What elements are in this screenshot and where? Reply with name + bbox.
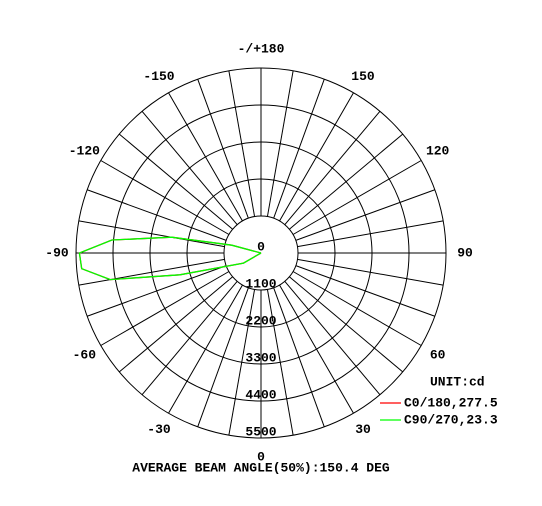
spoke	[284, 110, 381, 225]
angle-tick-label: -/+180	[238, 41, 285, 56]
r-tick-label: 1100	[245, 276, 276, 291]
spoke	[273, 287, 325, 428]
unit-label: UNIT:cd	[430, 374, 485, 389]
spoke	[292, 160, 422, 235]
spoke	[279, 92, 354, 222]
annotation: AVERAGE BEAM ANGLE(50%):150.4 DEG	[132, 460, 390, 475]
spoke	[86, 189, 227, 241]
spoke	[266, 70, 294, 217]
spoke	[197, 287, 249, 428]
angle-tick-label: -120	[69, 143, 100, 158]
spoke	[86, 265, 227, 317]
spoke	[266, 289, 294, 436]
spoke	[289, 133, 404, 230]
angle-tick-label: -60	[73, 347, 97, 362]
spoke	[228, 289, 256, 436]
spoke	[292, 271, 422, 346]
spoke	[100, 271, 230, 346]
spoke	[78, 220, 225, 248]
spoke	[100, 160, 230, 235]
angle-tick-label: 0	[257, 449, 265, 464]
spoke	[284, 281, 381, 396]
spoke	[197, 78, 249, 219]
spoke	[168, 92, 243, 222]
r-tick-label: 2200	[245, 313, 276, 328]
series-line	[78, 236, 262, 281]
spoke	[228, 70, 256, 217]
angle-tick-label: -150	[143, 69, 174, 84]
r-tick-label: 3300	[245, 350, 276, 365]
angle-tick-label: -90	[45, 245, 69, 260]
r-tick-label: 0	[257, 239, 265, 254]
spoke	[295, 265, 436, 317]
spoke	[141, 281, 238, 396]
spoke	[297, 220, 444, 248]
angle-tick-label: 120	[426, 143, 450, 158]
spoke	[141, 110, 238, 225]
angle-tick-label: 150	[351, 69, 375, 84]
spoke	[289, 276, 404, 373]
spoke	[273, 78, 325, 219]
angle-tick-label: 90	[457, 245, 473, 260]
spoke	[297, 258, 444, 286]
spoke	[118, 276, 233, 373]
spoke	[118, 133, 233, 230]
angle-tick-label: 30	[355, 422, 371, 437]
series-line	[78, 236, 262, 281]
spoke	[279, 284, 354, 414]
spoke	[168, 284, 243, 414]
angle-tick-label: -30	[147, 422, 171, 437]
legend-label: C90/270,23.3	[404, 412, 498, 427]
r-tick-label: 5500	[245, 424, 276, 439]
spoke	[295, 189, 436, 241]
angle-tick-label: 60	[430, 347, 446, 362]
r-tick-label: 4400	[245, 387, 276, 402]
legend-label: C0/180,277.5	[404, 395, 498, 410]
spoke	[78, 258, 225, 286]
